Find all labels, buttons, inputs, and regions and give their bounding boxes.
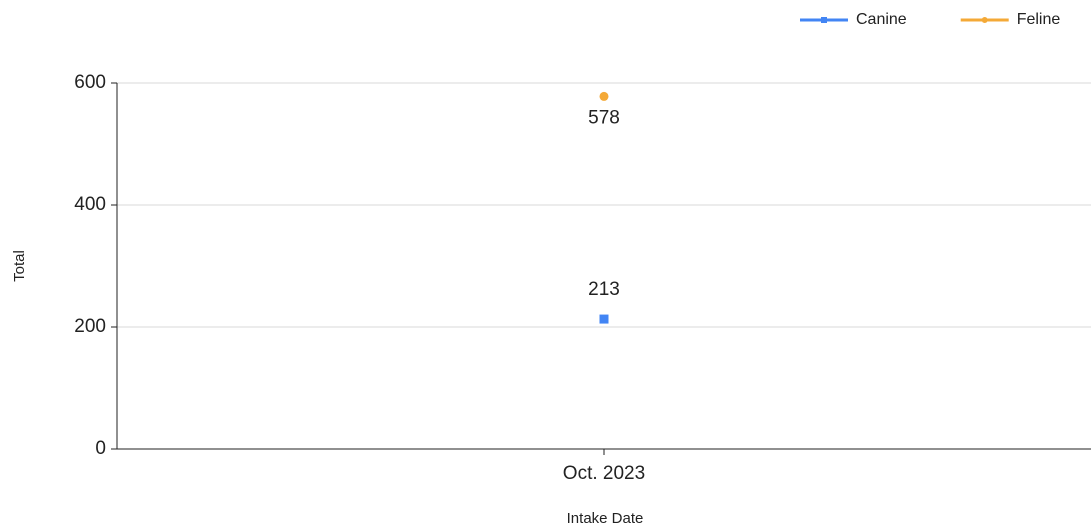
y-tick-label: 400 [74,194,106,215]
data-point [599,91,609,101]
y-tick-label: 200 [74,316,106,337]
y-tick-label: 0 [95,438,106,459]
data-label: 213 [588,279,620,300]
legend-marker [981,17,988,23]
x-axis-title: Intake Date [567,510,644,527]
data-point [599,314,609,324]
y-axis-title: Total [11,250,28,282]
legend-label: Feline [1017,11,1061,28]
y-tick-label: 600 [74,72,106,93]
x-tick-label: Oct. 2023 [563,463,645,484]
data-label: 578 [588,107,620,128]
legend-marker [821,17,827,23]
legend-label: Canine [856,11,907,28]
